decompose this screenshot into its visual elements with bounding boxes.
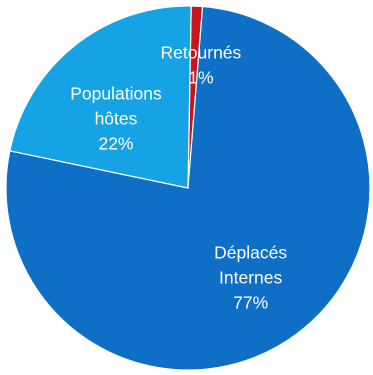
- slice-label-d-plac-s-internes: Déplacés Internes 77%: [214, 242, 287, 312]
- pie-slice-populations-h-tes: [9, 5, 192, 189]
- slice-label-retourn-s: Retournés 1%: [161, 42, 242, 87]
- slice-label-populations-h-tes: Populations hôtes 22%: [70, 83, 162, 153]
